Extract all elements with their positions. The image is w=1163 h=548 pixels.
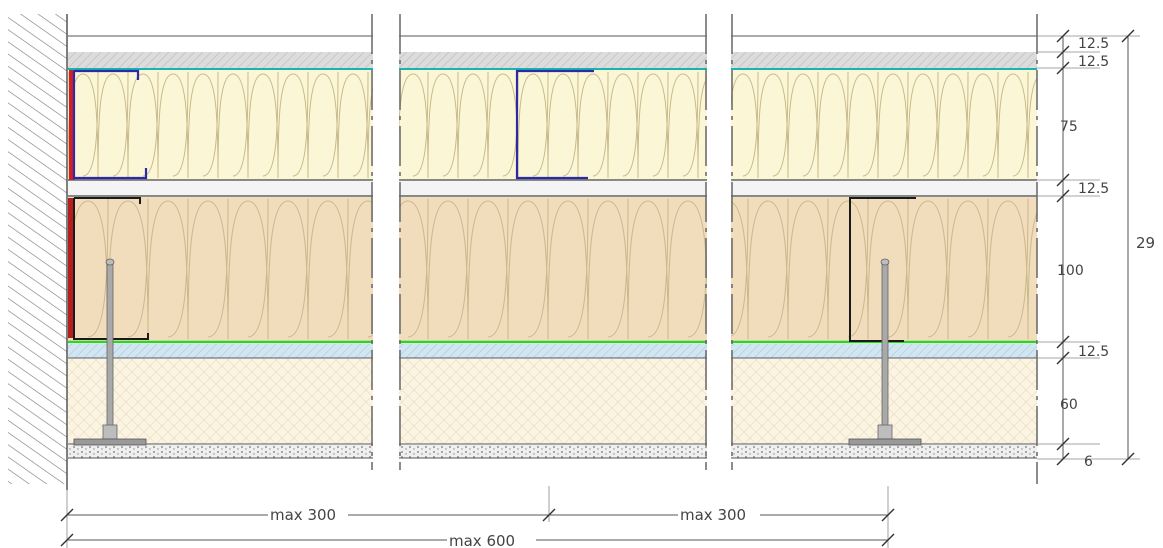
anchor-rod-right xyxy=(848,258,922,446)
screed-layer-hatch xyxy=(68,359,1037,444)
thickness-dimension-chain: 12.5 12.5 75 12.5 100 12.5 60 6 29 xyxy=(1037,29,1155,470)
layer-bands xyxy=(68,35,1037,459)
board-layer-3 xyxy=(68,181,1037,196)
dim-base-layer: 6 xyxy=(1084,454,1093,470)
c-profile-lower-right xyxy=(849,197,916,342)
insulation-upper-layer xyxy=(68,70,1037,180)
section-gap-1 xyxy=(373,14,399,484)
blue-board-layer-hatch xyxy=(68,344,1037,358)
board-layer-1-hatch xyxy=(68,52,1037,68)
span-right-label: max 300 xyxy=(680,506,746,524)
dim-insulation-lower: 100 xyxy=(1057,263,1084,279)
dim-screed: 60 xyxy=(1060,397,1078,413)
span-total-label: max 600 xyxy=(449,532,515,548)
wall-seal-strip-upper xyxy=(69,70,74,180)
fixings xyxy=(68,69,922,446)
wall-seal-strip-lower xyxy=(68,198,74,338)
base-layer-dots xyxy=(68,445,1037,458)
c-profile-upper-middle xyxy=(515,69,594,180)
dim-board-3: 12.5 xyxy=(1078,181,1109,197)
insulation-lower-layer xyxy=(68,197,1037,341)
dim-board-2: 12.5 xyxy=(1078,54,1109,70)
dim-board-1: 12.5 xyxy=(1078,36,1109,52)
masonry-wall xyxy=(8,14,67,484)
dim-board-4: 12.5 xyxy=(1078,344,1109,360)
dim-insulation-upper: 75 xyxy=(1060,119,1078,135)
anchor-rod-left xyxy=(73,258,147,446)
section-gap-2 xyxy=(707,14,731,484)
span-left-label: max 300 xyxy=(270,506,336,524)
dim-total-thickness: 29 xyxy=(1136,234,1155,252)
span-dimension-chain: max 300 max 300 max 600 xyxy=(60,486,895,548)
c-profile-upper-left xyxy=(72,69,148,180)
section-gaps xyxy=(371,14,1038,484)
